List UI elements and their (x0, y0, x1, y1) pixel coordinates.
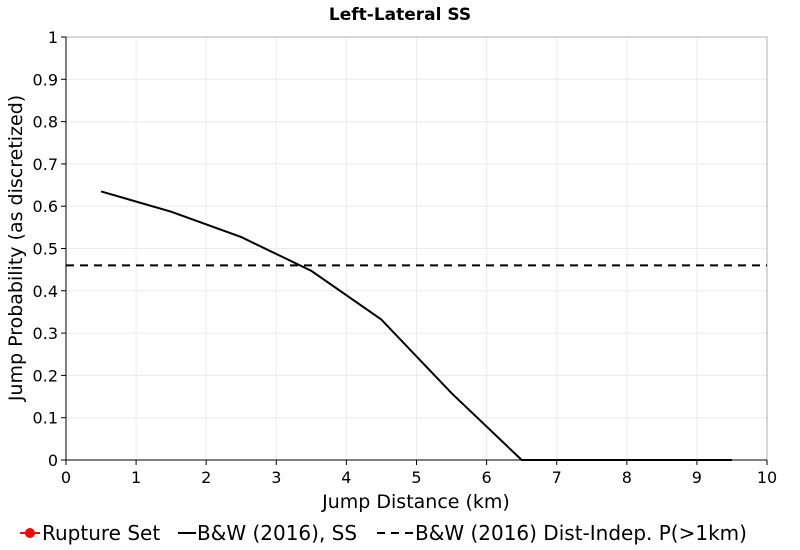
chart-title: Left-Lateral SS (329, 5, 471, 25)
legend-label-rupture-set: Rupture Set (42, 521, 160, 545)
x-tick-label: 5 (411, 468, 421, 487)
x-tick-label: 4 (341, 468, 351, 487)
x-tick-label: 1 (131, 468, 141, 487)
y-tick-label: 0.5 (33, 240, 58, 259)
x-tick-label: 0 (61, 468, 71, 487)
y-tick-label: 0.2 (33, 366, 58, 385)
legend-label-bw-dist-indep: B&W (2016) Dist-Indep. P(>1km) (415, 521, 747, 545)
legend-item-rupture-set: Rupture Set (20, 521, 160, 545)
legend-item-bw-ss: B&W (2016), SS (178, 521, 357, 545)
legend-label-bw-ss: B&W (2016), SS (197, 521, 357, 545)
x-tick-label: 10 (757, 468, 777, 487)
x-tick-label: 9 (692, 468, 702, 487)
legend-item-bw-dist-indep: B&W (2016) Dist-Indep. P(>1km) (377, 521, 747, 545)
y-tick-label: 0.1 (33, 409, 58, 428)
y-tick-label: 1 (48, 28, 58, 47)
series-layer (66, 190, 767, 461)
x-axis-title: Jump Distance (km) (321, 491, 510, 513)
y-tick-label: 0.7 (33, 155, 58, 174)
legend-marker-rupture-set (25, 528, 35, 538)
legend: Rupture Set B&W (2016), SS B&W (2016) Di… (20, 521, 747, 545)
x-tick-label: 7 (552, 468, 562, 487)
x-tick-label: 3 (271, 468, 281, 487)
y-axis-title: Jump Probability (as discretized) (5, 95, 27, 402)
y-tick-label: 0.6 (33, 197, 58, 216)
x-tick-label: 8 (622, 468, 632, 487)
y-axis-ticks: 0 0.1 0.2 0.3 0.4 0.5 0.6 0.7 0.8 0.9 1 (33, 28, 67, 470)
y-tick-label: 0 (48, 451, 58, 470)
y-tick-label: 0.9 (33, 70, 58, 89)
y-tick-label: 0.3 (33, 324, 58, 343)
series-line-1 (100, 190, 732, 461)
grid-lines (65, 36, 768, 461)
y-tick-label: 0.8 (33, 113, 58, 132)
y-tick-label: 0.4 (33, 282, 58, 301)
x-tick-label: 2 (201, 468, 211, 487)
x-axis-ticks: 0 1 2 3 4 5 6 7 8 9 10 (61, 459, 777, 487)
x-tick-label: 6 (482, 468, 492, 487)
